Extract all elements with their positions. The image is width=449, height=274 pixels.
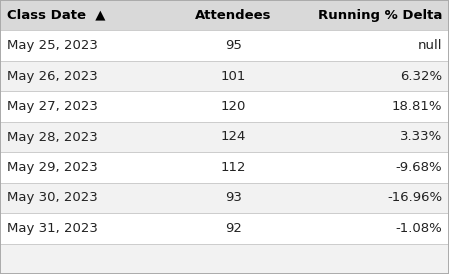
Text: May 30, 2023: May 30, 2023 — [7, 191, 97, 204]
Text: Attendees: Attendees — [195, 9, 272, 22]
Text: 18.81%: 18.81% — [392, 100, 442, 113]
Text: 124: 124 — [221, 130, 246, 144]
Text: Running % Delta: Running % Delta — [318, 9, 442, 22]
Text: -16.96%: -16.96% — [387, 191, 442, 204]
Text: -9.68%: -9.68% — [396, 161, 442, 174]
Bar — [0, 183, 449, 213]
Bar — [0, 213, 449, 244]
Text: null: null — [418, 39, 442, 52]
Bar — [0, 61, 449, 91]
Text: 120: 120 — [221, 100, 246, 113]
Text: -1.08%: -1.08% — [396, 222, 442, 235]
Text: 95: 95 — [225, 39, 242, 52]
Bar — [0, 30, 449, 61]
Bar — [0, 152, 449, 183]
Text: May 26, 2023: May 26, 2023 — [7, 70, 97, 83]
Bar — [0, 122, 449, 152]
Bar — [0, 0, 449, 30]
Text: 3.33%: 3.33% — [400, 130, 442, 144]
Text: 6.32%: 6.32% — [400, 70, 442, 83]
Text: Class Date  ▲: Class Date ▲ — [7, 9, 105, 22]
Text: May 31, 2023: May 31, 2023 — [7, 222, 97, 235]
Text: 93: 93 — [225, 191, 242, 204]
Bar — [0, 244, 449, 274]
Bar — [0, 91, 449, 122]
Text: 101: 101 — [221, 70, 246, 83]
Text: 112: 112 — [221, 161, 246, 174]
Text: May 28, 2023: May 28, 2023 — [7, 130, 97, 144]
Text: 92: 92 — [225, 222, 242, 235]
Text: May 27, 2023: May 27, 2023 — [7, 100, 97, 113]
Text: May 29, 2023: May 29, 2023 — [7, 161, 97, 174]
Text: May 25, 2023: May 25, 2023 — [7, 39, 97, 52]
